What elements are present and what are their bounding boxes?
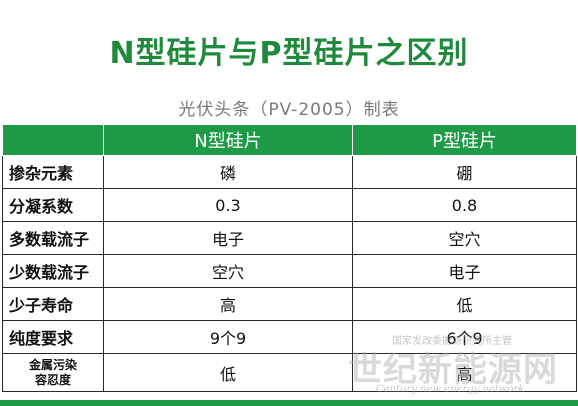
row-label: 分凝系数 bbox=[2, 188, 104, 222]
row-label: 纯度要求 bbox=[2, 320, 104, 354]
page-title: N型硅片与P型硅片之区别 bbox=[109, 36, 469, 71]
row-label: 多数载流子 bbox=[2, 221, 104, 255]
table-row: 掺杂元素 磷 硼 bbox=[2, 155, 577, 189]
row-label: 金属污染 容忍度 bbox=[2, 353, 104, 392]
row-label: 少子寿命 bbox=[2, 287, 104, 321]
p-type-value: 硼 bbox=[352, 155, 577, 189]
row-label: 掺杂元素 bbox=[2, 155, 104, 189]
row-label-line: 容忍度 bbox=[34, 372, 71, 387]
n-type-value: 0.3 bbox=[103, 188, 353, 222]
p-type-value: 高 bbox=[352, 353, 577, 392]
table-row: 纯度要求 9个9 6个9 bbox=[2, 320, 577, 354]
table-row: 少子寿命 高 低 bbox=[2, 287, 577, 321]
table-row: 多数载流子 电子 空穴 bbox=[2, 221, 577, 255]
row-label-line: 金属污染 bbox=[28, 357, 77, 372]
table-row: 金属污染 容忍度 低 高 bbox=[2, 353, 577, 392]
p-type-value: 电子 bbox=[352, 254, 577, 288]
table-row: 分凝系数 0.3 0.8 bbox=[2, 188, 577, 222]
header-cell-n-type: N型硅片 bbox=[103, 124, 353, 156]
n-type-value: 低 bbox=[103, 353, 353, 392]
n-type-value: 空穴 bbox=[103, 254, 353, 288]
header-cell-p-type: P型硅片 bbox=[352, 124, 577, 156]
bottom-accent-bar bbox=[0, 400, 578, 406]
page-subtitle: 光伏头条（PV-2005）制表 bbox=[178, 100, 400, 120]
n-type-value: 高 bbox=[103, 287, 353, 321]
table-row: 少数载流子 空穴 电子 bbox=[2, 254, 577, 288]
comparison-table: N型硅片 P型硅片 掺杂元素 磷 硼 分凝系数 0.3 0.8 多数载流子 电子… bbox=[2, 124, 577, 392]
n-type-value: 9个9 bbox=[103, 320, 353, 354]
n-type-value: 电子 bbox=[103, 221, 353, 255]
table-header-row: N型硅片 P型硅片 bbox=[2, 124, 577, 156]
p-type-value: 空穴 bbox=[352, 221, 577, 255]
p-type-value: 0.8 bbox=[352, 188, 577, 222]
n-type-value: 磷 bbox=[103, 155, 353, 189]
p-type-value: 6个9 bbox=[352, 320, 577, 354]
p-type-value: 低 bbox=[352, 287, 577, 321]
header-cell-empty bbox=[2, 124, 104, 156]
row-label: 少数载流子 bbox=[2, 254, 104, 288]
